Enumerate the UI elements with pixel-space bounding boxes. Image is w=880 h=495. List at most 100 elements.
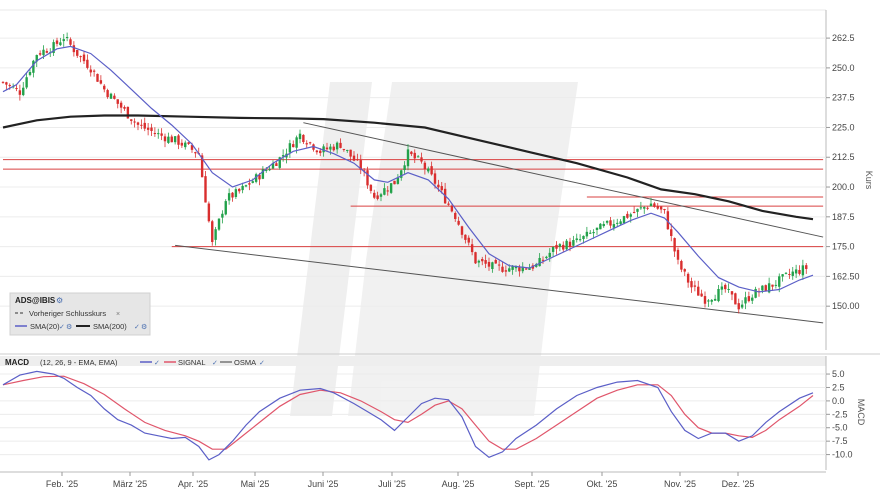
candle-body [96,73,99,82]
candle-body [497,264,501,266]
candle-body [76,49,79,56]
candle-body [146,127,150,130]
candle-body [244,185,248,187]
candle-body [747,296,751,302]
candle-body [298,133,302,140]
macd-legend-check-icon: ✓ [154,360,160,367]
candle-body [754,288,757,298]
candle-body [781,274,784,277]
candle-body [180,142,184,146]
candle-body [639,207,643,209]
macd-legend-osma: OSMA [234,358,256,367]
legend-sma200: SMA(200) [93,322,127,331]
candle-body [565,240,568,250]
macd-tick-label: -5.0 [832,423,848,433]
legend-eye-icon: × [116,311,120,318]
candle-body [86,59,89,68]
candle-body [433,173,437,184]
price-tick-label: 212.5 [832,152,855,162]
macd-tick-label: -2.5 [832,409,848,419]
candle-body [524,268,528,270]
candle-body [717,288,720,302]
candle-body [504,270,508,272]
candle-body [302,134,305,143]
candle-body [805,265,808,269]
candle-body [379,194,383,197]
candle-body [582,235,585,240]
candle-body [491,262,494,270]
candle-body [28,71,32,75]
candle-body [457,220,460,225]
candle-body [423,162,427,170]
candle-body [136,122,140,125]
candle-body [5,82,8,85]
candle-body [727,288,730,290]
candle-body [32,60,35,73]
candle-body [548,252,551,258]
candle-body [92,70,96,72]
sma200-line [2,114,814,221]
candle-body [366,170,369,186]
candle-body [649,203,653,207]
candle-body [477,260,481,263]
candle-body [794,269,798,274]
candle-body [265,169,268,171]
candle-body [673,238,676,252]
candle-body [292,144,295,148]
candle-body [150,127,153,132]
candle-body [406,149,410,167]
candle-body [373,192,376,198]
candle-body [791,271,794,276]
candle-body [686,273,690,283]
candle-body [774,284,778,286]
candle-body [248,183,251,185]
candle-body [460,226,464,235]
candle-body [568,241,572,247]
candle-body [474,252,477,264]
candle-body [592,232,595,234]
candle-body [724,284,727,290]
candle-body [119,102,123,108]
candle-body [143,122,146,129]
candle-body [335,142,339,150]
candle-body [133,121,136,123]
candle-body [663,209,666,211]
price-legend: ADS@IBIS ⚙ Vorheriger Schlusskurs × SMA(… [9,292,151,336]
candle-body [329,146,332,150]
candle-body [720,286,724,290]
candle-body [410,151,413,155]
candle-body [518,267,521,272]
macd-legend-signal-check-icon: ✓ [212,360,218,367]
candle-body [18,90,22,95]
candle-body [79,56,82,58]
candle-body [322,146,325,153]
candle-body [339,142,342,148]
candle-body [234,189,238,197]
candle-body [386,190,389,192]
candle-body [217,218,221,230]
price-tick-label: 250.0 [832,63,855,73]
candle-body [319,150,322,154]
candle-body [227,193,231,201]
x-tick-label: Feb. '25 [46,479,78,489]
candle-body [690,281,693,288]
candle-body [167,136,170,143]
macd-legend-title: MACD [5,358,29,367]
macd-tick-label: -7.5 [832,436,848,446]
candle-body [575,238,578,241]
candle-body [646,207,649,209]
trend-line [175,244,824,324]
candle-body [342,148,346,150]
candle-body [643,207,646,209]
candle-body [352,155,356,161]
candle-body [734,293,737,305]
candle-body [653,203,656,207]
x-tick-label: Juni '25 [308,479,339,489]
candle-body [184,142,187,148]
candle-body [187,142,190,144]
legend-symbol: ADS@IBIS [15,296,56,305]
macd-line [2,370,814,461]
candle-body [535,264,538,267]
candle-body [346,149,349,151]
legend-previous-close: Vorheriger Schlusskurs [29,309,106,318]
